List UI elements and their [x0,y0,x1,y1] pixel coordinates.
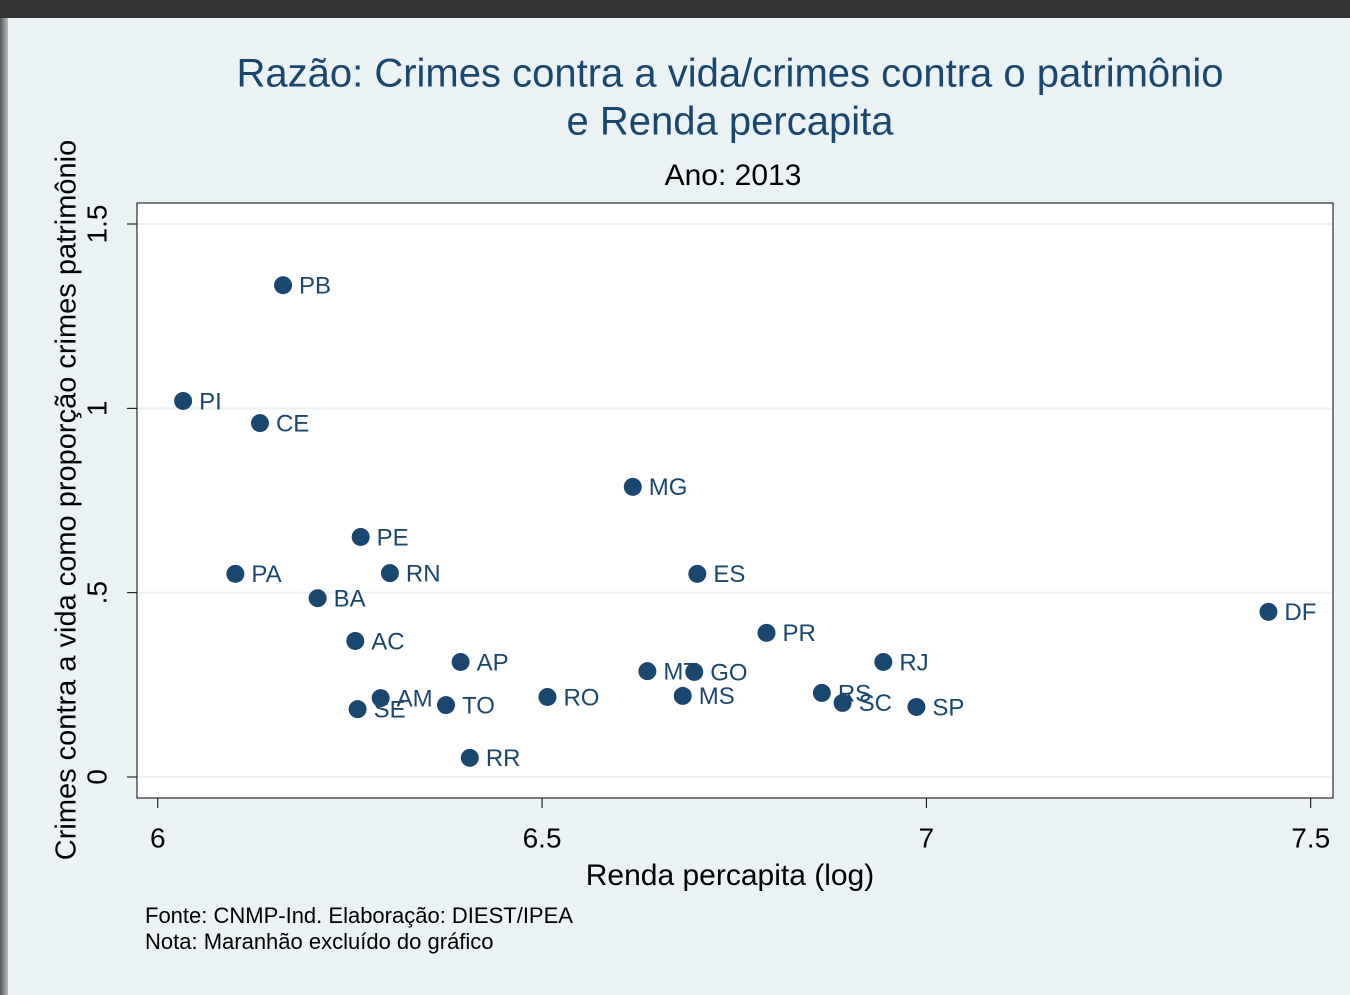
point [673,686,692,705]
point [346,631,365,650]
point-label: PR [783,620,816,647]
point-label: RJ [899,649,928,676]
y-tick-label: .5 [81,581,112,604]
point [812,683,831,702]
point [833,693,852,712]
point-label: TO [462,692,495,719]
x-tick-label: 6.5 [523,822,562,853]
point-label: GO [710,659,747,686]
point [308,589,327,608]
point [1259,602,1278,621]
y-tick-label: 1.5 [81,205,112,244]
point-label: AC [371,628,404,655]
point-label: RN [406,560,441,587]
point [638,662,657,681]
x-tick-label: 6 [150,822,166,853]
plot-area [136,202,1334,799]
point-label: AM [397,685,433,712]
point [757,623,776,642]
y-axis-label: Crimes contra a vida como proporção crim… [51,140,83,860]
point [226,564,245,583]
point [623,477,642,496]
point-label: SP [932,694,964,721]
x-axis-label: Renda percapita (log) [586,859,875,892]
point-label: RO [563,684,599,711]
point [451,652,470,671]
point [538,687,557,706]
point [436,696,455,715]
point-label: BA [334,586,366,613]
point-label: SC [859,690,892,717]
point-label: PA [251,561,281,588]
chart-subtitle: Ano: 2013 [665,159,802,192]
point-label: RR [486,745,521,772]
point [371,689,390,708]
point-label: DF [1284,599,1316,626]
note: Fonte: CNMP-Ind. Elaboração: DIEST/IPEA [145,903,573,928]
point-label: MS [699,683,735,710]
point-label: AP [477,649,509,676]
point [907,697,926,716]
point-label: MG [649,474,688,501]
y-tick-label: 0 [81,769,112,785]
point-label: ES [713,561,745,588]
point [685,662,704,681]
point-label: PB [299,273,331,300]
point [250,414,269,433]
point [380,564,399,583]
point-label: SE [374,696,406,723]
point [874,652,893,671]
point-label: PI [199,388,222,415]
x-tick-label: 7 [919,822,935,853]
chart-title: e Renda percapita [567,100,895,144]
point-label: CE [276,410,309,437]
note: Nota: Maranhão excluído do gráfico [145,929,494,954]
point [174,391,193,410]
point [348,700,367,719]
x-tick-label: 7.5 [1291,822,1330,853]
point [688,564,707,583]
point [460,748,479,767]
chart-title: Razão: Crimes contra a vida/crimes contr… [236,52,1223,96]
point-label: PE [377,524,409,551]
point [274,276,293,295]
y-tick-label: 1 [81,401,112,417]
point [351,527,370,546]
